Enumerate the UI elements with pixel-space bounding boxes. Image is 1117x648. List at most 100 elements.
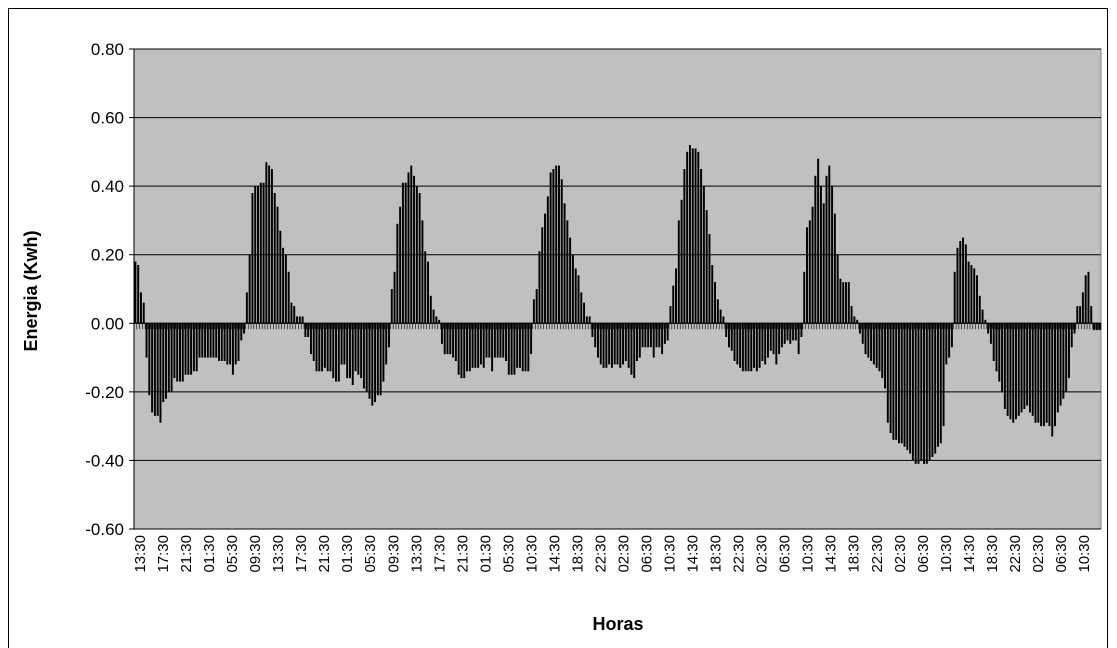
bar	[552, 169, 555, 324]
x-tick-label: 14:30	[685, 535, 702, 573]
bar	[833, 213, 836, 324]
x-tick-label: 06:30	[915, 535, 932, 573]
bar	[758, 323, 761, 368]
bar	[981, 309, 984, 324]
bar	[953, 271, 956, 324]
bar	[897, 323, 900, 444]
bar	[722, 316, 725, 324]
bar	[351, 323, 354, 385]
bar	[775, 323, 778, 365]
bar	[875, 323, 878, 368]
bar	[243, 323, 246, 334]
bar	[323, 323, 326, 368]
bar	[248, 254, 251, 324]
bar	[332, 323, 335, 379]
bar	[527, 323, 530, 372]
x-tick-label: 18:30	[708, 535, 725, 573]
bar	[842, 282, 845, 324]
bar	[630, 323, 633, 375]
bar	[541, 227, 544, 324]
bar	[739, 323, 742, 368]
bar	[284, 254, 287, 324]
bar	[1079, 306, 1082, 324]
bar	[588, 316, 591, 324]
bar	[610, 323, 613, 368]
bar	[772, 323, 775, 355]
bar	[479, 323, 482, 365]
bar	[226, 323, 229, 365]
bar	[156, 323, 159, 416]
bar	[1009, 323, 1012, 420]
bar	[967, 261, 970, 324]
bar	[1034, 323, 1037, 423]
bar	[931, 323, 934, 457]
bar	[404, 182, 407, 324]
bar	[440, 323, 443, 344]
bar	[209, 323, 212, 358]
bar	[549, 172, 552, 324]
bar	[538, 251, 541, 324]
bar	[741, 323, 744, 372]
bar	[856, 319, 859, 324]
bar	[190, 323, 193, 375]
x-tick-label: 06:30	[639, 535, 656, 573]
bar	[273, 193, 276, 324]
bar	[780, 323, 783, 348]
bar	[661, 323, 664, 355]
bar	[1087, 271, 1090, 324]
bar	[198, 323, 201, 358]
bar	[424, 251, 427, 324]
bar	[195, 323, 198, 372]
bar	[1040, 323, 1043, 427]
x-tick-label: 13:30	[270, 535, 287, 573]
bar	[452, 323, 455, 358]
bar	[753, 323, 756, 368]
bar	[560, 179, 563, 324]
bar	[677, 220, 680, 324]
bar	[619, 323, 622, 368]
bar	[348, 323, 351, 379]
bar	[173, 323, 176, 379]
bar	[474, 323, 477, 368]
x-tick-label: 14:30	[823, 535, 840, 573]
bar	[276, 206, 279, 324]
bar	[870, 323, 873, 361]
bar	[532, 299, 535, 324]
bar	[597, 323, 599, 358]
y-tick-label: 0.20	[91, 246, 124, 265]
bar	[867, 323, 870, 358]
bar	[948, 323, 951, 358]
bar	[499, 323, 502, 358]
bar	[215, 323, 218, 358]
bar	[477, 323, 480, 368]
bar	[1037, 323, 1040, 423]
bar	[1070, 323, 1073, 348]
bar	[828, 165, 831, 324]
bar	[162, 323, 165, 403]
bar	[900, 323, 903, 444]
bar	[179, 323, 181, 382]
bar	[987, 323, 990, 334]
bar	[287, 271, 290, 324]
bar	[923, 323, 926, 464]
bar	[326, 323, 329, 372]
x-tick-label: 13:30	[132, 535, 149, 573]
bar	[1023, 323, 1026, 409]
x-tick-label: 09:30	[247, 535, 264, 573]
y-axis-label: Energia (Kwh)	[21, 230, 41, 351]
bar	[814, 175, 817, 324]
bar	[819, 186, 822, 324]
bar	[708, 234, 711, 324]
bar	[259, 182, 262, 324]
bar	[914, 323, 917, 464]
bar	[346, 323, 349, 379]
bar	[301, 316, 304, 324]
bar	[655, 323, 658, 348]
bar	[293, 306, 296, 324]
bar	[719, 309, 722, 324]
bar	[482, 323, 485, 368]
bar	[591, 323, 594, 337]
bar	[388, 323, 390, 348]
bar	[831, 186, 834, 324]
